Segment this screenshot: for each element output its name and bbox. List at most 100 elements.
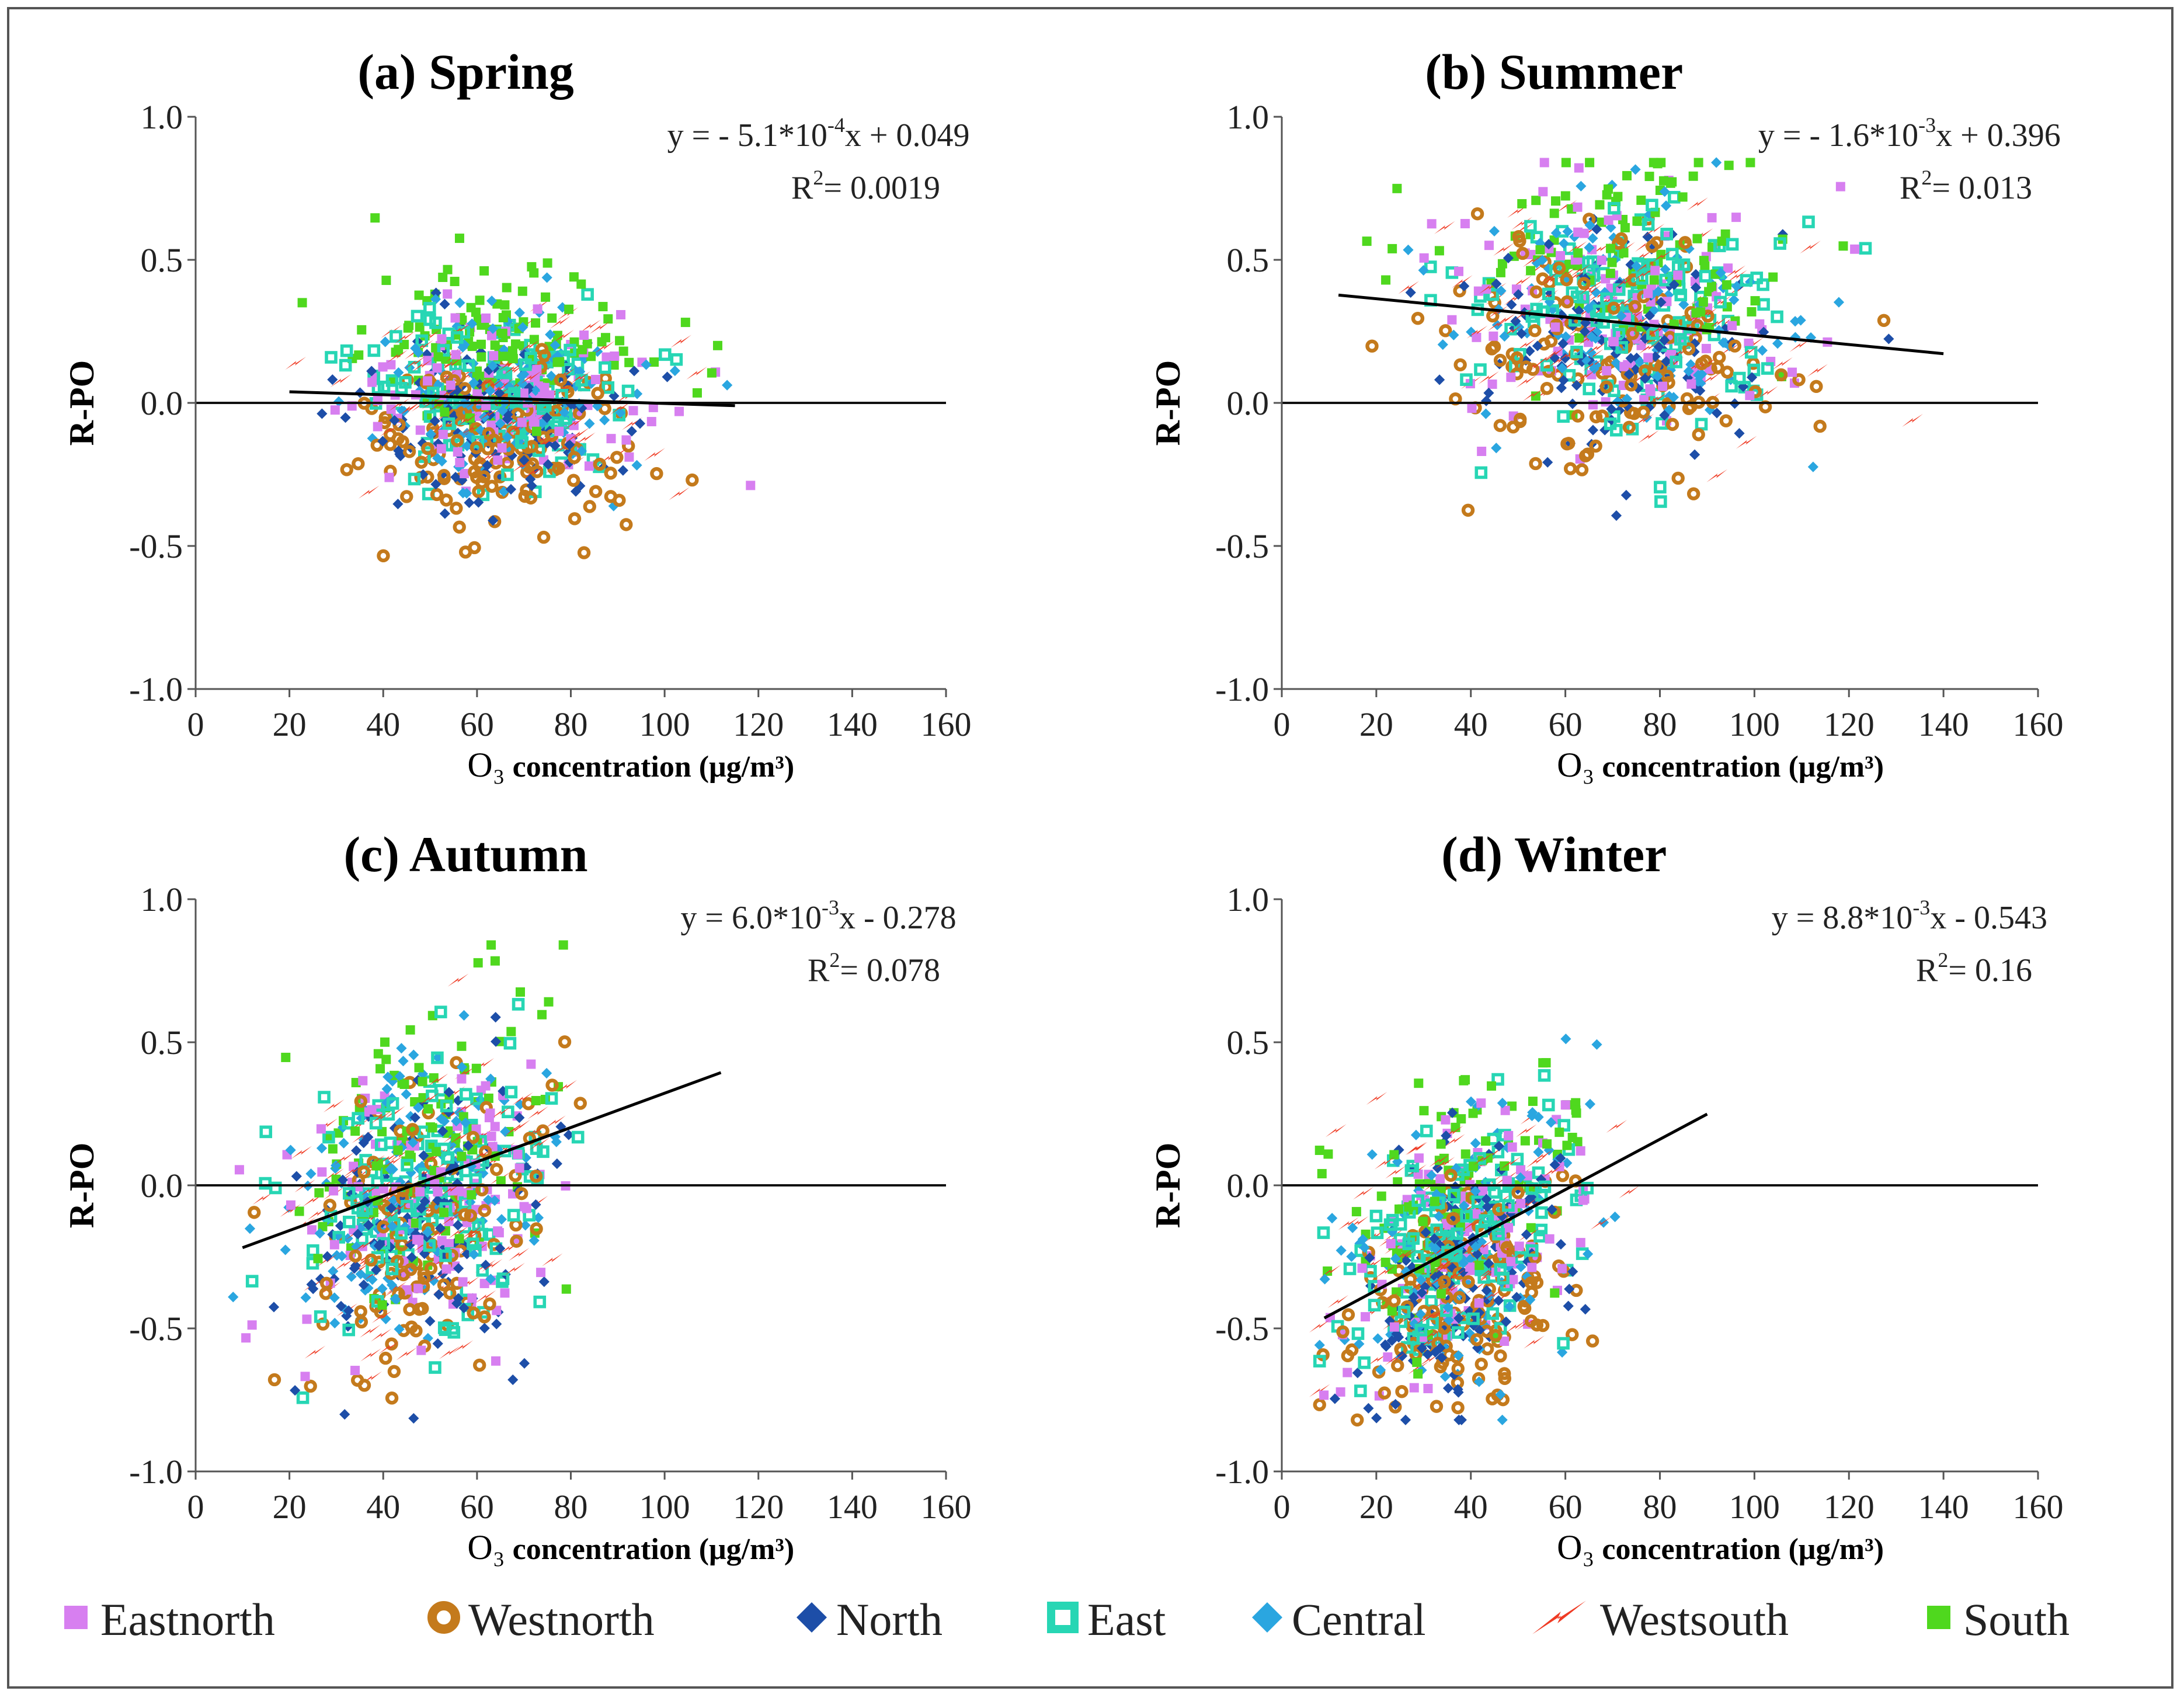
data-point bbox=[541, 1253, 563, 1266]
data-point bbox=[1453, 1414, 1465, 1425]
data-point bbox=[537, 418, 548, 429]
data-point bbox=[507, 1209, 520, 1222]
data-point bbox=[457, 1074, 467, 1084]
data-point bbox=[526, 480, 537, 491]
data-point bbox=[487, 330, 497, 340]
data-point bbox=[541, 292, 551, 302]
data-point bbox=[1743, 337, 1764, 350]
x-tick-label: 40 bbox=[366, 1488, 400, 1526]
data-point bbox=[482, 1194, 494, 1206]
data-point bbox=[1711, 361, 1724, 374]
data-point bbox=[599, 361, 611, 374]
data-point bbox=[1720, 229, 1730, 239]
data-point bbox=[497, 443, 507, 453]
data-point bbox=[413, 1102, 424, 1113]
data-point bbox=[1724, 161, 1734, 170]
data-point bbox=[1625, 378, 1638, 392]
data-point bbox=[437, 344, 450, 357]
panel-title: (d) Winter bbox=[1441, 826, 1667, 882]
data-point bbox=[385, 1164, 396, 1175]
data-point bbox=[1733, 371, 1746, 385]
data-point bbox=[304, 1379, 317, 1393]
data-point bbox=[302, 1194, 324, 1207]
data-point bbox=[285, 1144, 296, 1156]
data-point bbox=[467, 1237, 479, 1250]
data-point bbox=[609, 360, 619, 370]
data-point bbox=[1539, 158, 1549, 168]
data-point bbox=[1474, 363, 1487, 376]
data-point bbox=[1667, 177, 1677, 187]
data-point bbox=[382, 1108, 395, 1121]
data-point bbox=[478, 408, 500, 421]
data-point bbox=[545, 1078, 559, 1092]
data-point bbox=[621, 417, 643, 430]
data-point bbox=[1569, 314, 1581, 327]
data-point bbox=[1757, 278, 1769, 291]
data-point bbox=[670, 335, 692, 348]
regression-equation: y = - 5.1*10-4x + 0.049 bbox=[667, 113, 970, 154]
data-point bbox=[547, 313, 557, 323]
data-point bbox=[490, 1036, 502, 1047]
data-point bbox=[505, 483, 517, 495]
data-point bbox=[542, 459, 554, 470]
data-point bbox=[357, 325, 367, 335]
data-point bbox=[468, 377, 479, 388]
data-point bbox=[483, 378, 504, 391]
data-point bbox=[404, 356, 426, 370]
data-point bbox=[1535, 1206, 1548, 1219]
data-point bbox=[455, 458, 465, 468]
data-point bbox=[1398, 281, 1420, 294]
data-point bbox=[496, 1272, 510, 1285]
data-point bbox=[373, 1240, 384, 1251]
data-point bbox=[564, 304, 574, 314]
data-point bbox=[349, 1263, 360, 1274]
data-point bbox=[350, 1252, 372, 1266]
data-point bbox=[537, 530, 551, 544]
data-point bbox=[1755, 319, 1765, 329]
data-point bbox=[300, 1372, 310, 1382]
data-point bbox=[419, 1092, 440, 1105]
data-point bbox=[444, 1086, 465, 1099]
data-point bbox=[537, 1145, 550, 1158]
data-point bbox=[1699, 256, 1709, 266]
data-point bbox=[1392, 183, 1402, 193]
data-point bbox=[1517, 199, 1527, 208]
data-point bbox=[1587, 233, 1598, 244]
data-point bbox=[1487, 318, 1508, 332]
data-point bbox=[513, 1149, 523, 1159]
data-point bbox=[1522, 254, 1544, 267]
data-point bbox=[1634, 238, 1656, 252]
data-point bbox=[439, 1208, 449, 1217]
data-point bbox=[285, 356, 307, 370]
data-point bbox=[1454, 266, 1464, 276]
data-point bbox=[386, 360, 396, 370]
data-point bbox=[598, 302, 608, 312]
data-point bbox=[1590, 333, 1601, 344]
y-tick-label: 0.5 bbox=[141, 1024, 183, 1062]
x-tick-label: 100 bbox=[639, 705, 690, 743]
data-point bbox=[360, 1348, 381, 1362]
data-point bbox=[409, 1112, 420, 1123]
data-point bbox=[530, 1222, 543, 1236]
data-point bbox=[1668, 279, 1679, 290]
data-point bbox=[439, 1346, 460, 1359]
data-point bbox=[1622, 420, 1636, 434]
data-point bbox=[1690, 276, 1700, 286]
data-point bbox=[489, 351, 499, 361]
data-point bbox=[1616, 310, 1627, 322]
data-point bbox=[1584, 1098, 1596, 1109]
data-point bbox=[615, 407, 626, 419]
data-point bbox=[533, 304, 542, 314]
data-point bbox=[550, 440, 561, 451]
data-point bbox=[1658, 381, 1668, 391]
data-point bbox=[1545, 346, 1566, 360]
data-point bbox=[1678, 299, 1689, 310]
data-point bbox=[1661, 356, 1672, 367]
data-point bbox=[628, 366, 640, 377]
data-point bbox=[461, 1226, 482, 1239]
data-point bbox=[1654, 495, 1667, 508]
data-point bbox=[1659, 273, 1672, 287]
x-tick-label: 160 bbox=[921, 1488, 972, 1526]
data-point bbox=[1589, 439, 1602, 453]
